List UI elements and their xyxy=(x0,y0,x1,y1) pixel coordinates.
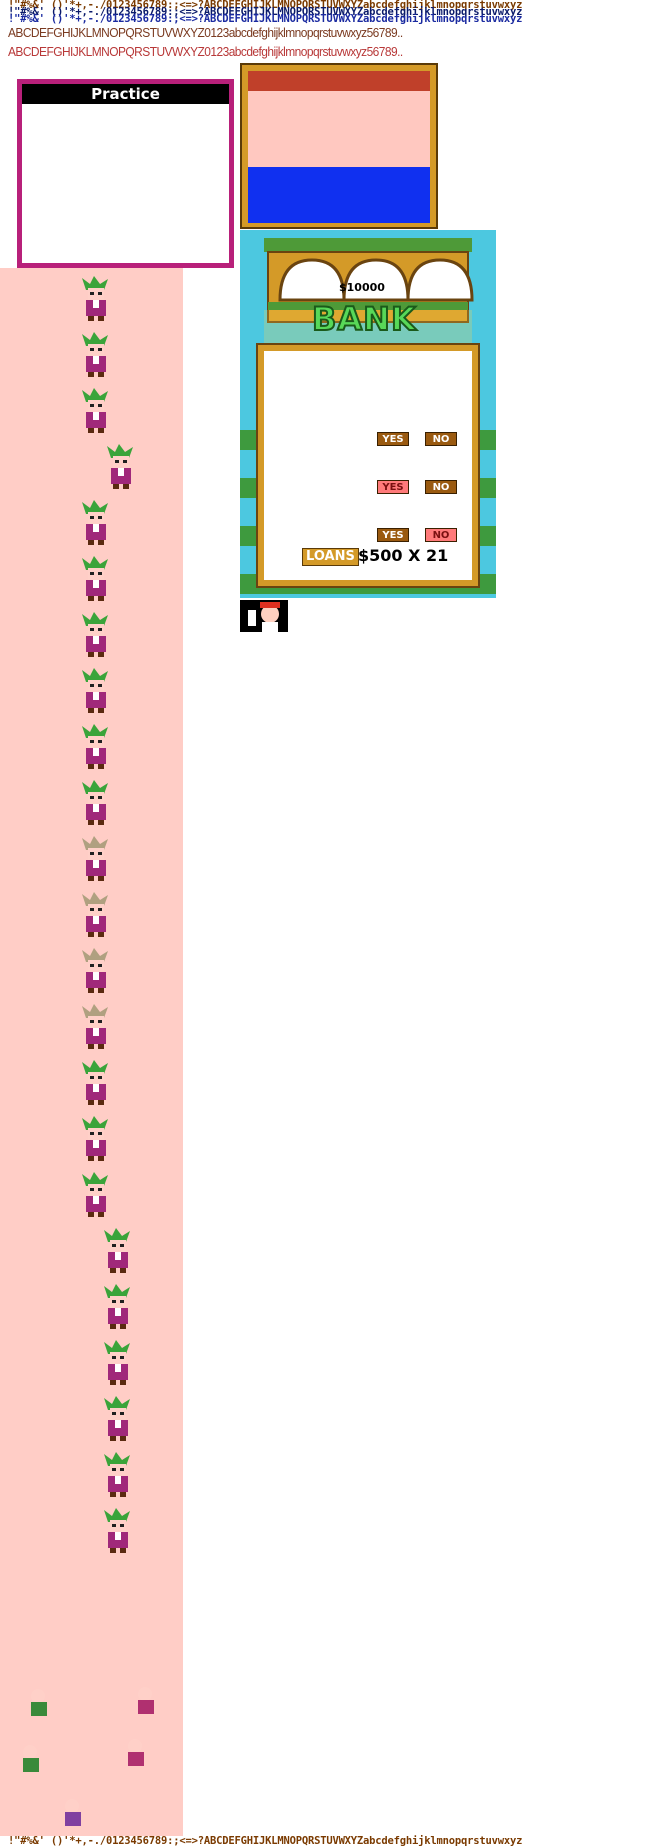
loans-label: LOANS xyxy=(302,548,359,566)
bank-balance: $10000 xyxy=(339,281,385,294)
font-row-3: !"#%&' ()'*+,-./0123456789:;<=>?ABCDEFGH… xyxy=(8,13,523,25)
yes-button[interactable]: YES xyxy=(377,528,409,542)
character-sprite xyxy=(82,1116,108,1161)
minor-sprite xyxy=(138,1687,154,1714)
banker-portrait xyxy=(240,600,288,632)
practice-window-body: Practice xyxy=(22,84,229,263)
character-sprite xyxy=(82,836,108,881)
character-sprite xyxy=(104,1508,130,1553)
character-sprite xyxy=(82,1060,108,1105)
character-sprite xyxy=(82,332,108,377)
character-sprite xyxy=(82,500,108,545)
character-sprite xyxy=(107,444,133,489)
character-sprite xyxy=(104,1340,130,1385)
character-sprite xyxy=(82,724,108,769)
character-sprite xyxy=(82,388,108,433)
character-sprites xyxy=(23,276,154,1826)
sprite-sheet-column xyxy=(0,268,183,1836)
minor-sprite xyxy=(65,1799,81,1826)
flag-stripe-blue xyxy=(248,167,430,223)
character-sprite xyxy=(104,1396,130,1441)
no-button[interactable]: NO xyxy=(425,528,457,542)
character-sprite xyxy=(82,892,108,937)
character-sprite xyxy=(82,612,108,657)
character-sprite xyxy=(104,1228,130,1273)
practice-title: Practice xyxy=(22,84,229,104)
yes-button[interactable]: YES xyxy=(377,432,409,446)
narrow-font-row-1: ABCDEFGHIJKLMNOPQRSTUVWXYZ0123abcdefghij… xyxy=(8,25,403,40)
character-sprite xyxy=(82,668,108,713)
flag-stripe-red xyxy=(248,71,430,91)
no-button[interactable]: NO xyxy=(425,480,457,494)
bank-building xyxy=(264,238,474,344)
loans-value: $500 X 21 xyxy=(358,546,449,565)
bank-sign: BANK xyxy=(311,299,417,339)
practice-window: Practice xyxy=(17,79,234,268)
character-sprite xyxy=(82,556,108,601)
character-sprite xyxy=(82,780,108,825)
character-sprite xyxy=(104,1284,130,1329)
character-sprite xyxy=(82,948,108,993)
font-row-2: !"#%&' ()'*+,-./0123456789:;<=>?ABCDEFGH… xyxy=(8,6,523,18)
minor-sprite xyxy=(23,1745,39,1772)
character-sprite xyxy=(82,1172,108,1217)
font-row-bottom: !"#%&' ()'*+,-./0123456789:;<=>?ABCDEFGH… xyxy=(8,1835,523,1847)
yes-button[interactable]: YES xyxy=(377,480,409,494)
no-button[interactable]: NO xyxy=(425,432,457,446)
character-sprite xyxy=(82,276,108,321)
banker-face-icon xyxy=(248,602,280,632)
bank-dialog xyxy=(256,343,480,588)
flag-panel xyxy=(240,63,438,229)
narrow-font-row-2: ABCDEFGHIJKLMNOPQRSTUVWXYZ0123abcdefghij… xyxy=(8,44,403,59)
font-row-1: !"#%&' ()'*+,-./0123456789:;<=>?ABCDEFGH… xyxy=(8,0,523,11)
character-sprite xyxy=(104,1452,130,1497)
minor-sprite xyxy=(128,1739,144,1766)
flag-stripe-pink xyxy=(248,91,430,167)
character-sprite xyxy=(82,1004,108,1049)
minor-sprite xyxy=(31,1689,47,1716)
